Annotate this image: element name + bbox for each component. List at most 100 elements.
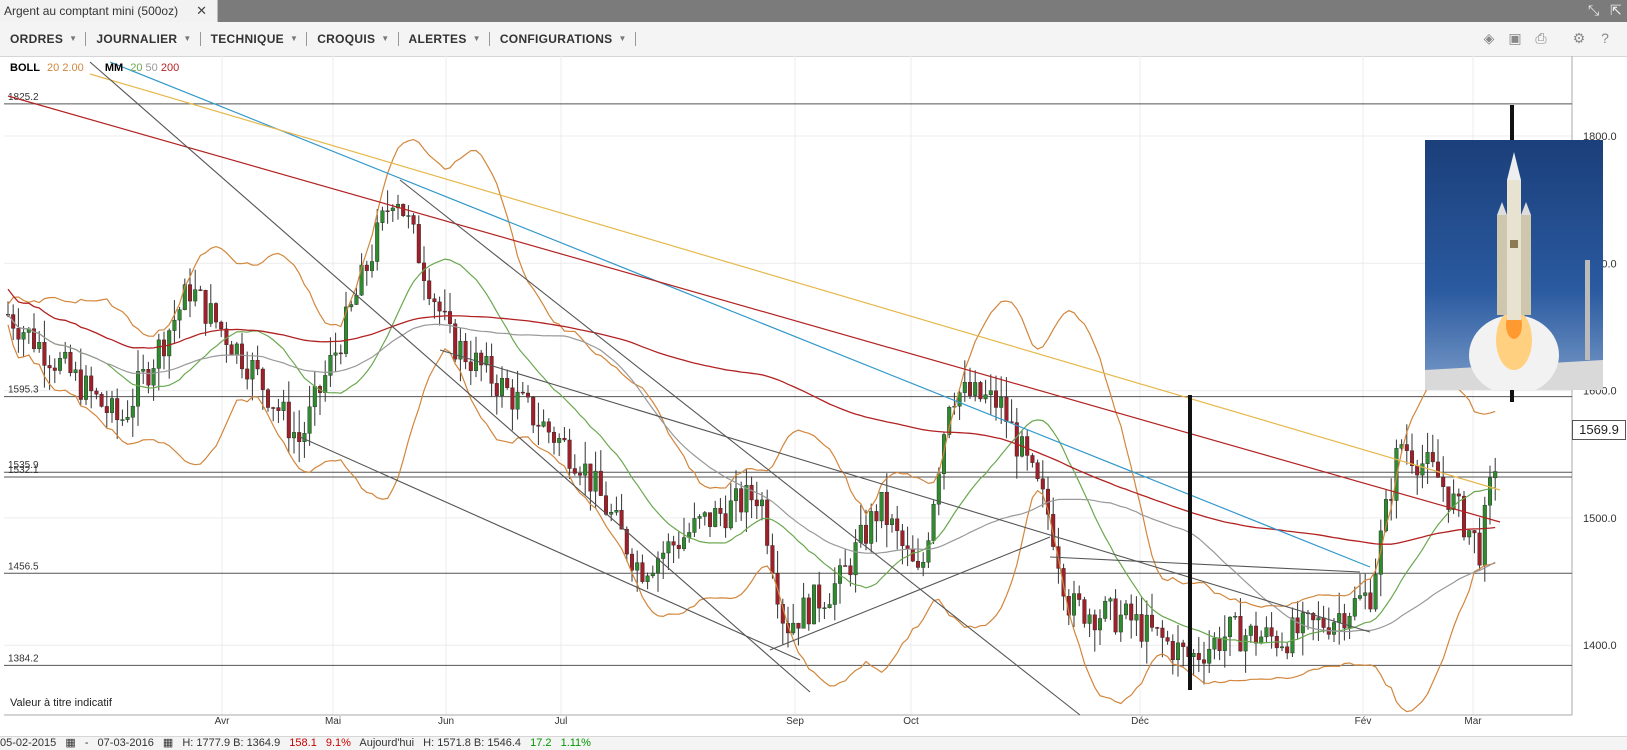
candle-down: [910, 548, 915, 562]
candle-down: [1456, 493, 1461, 497]
calendar-icon[interactable]: ▦: [65, 737, 76, 749]
candle-down: [864, 524, 869, 544]
help-icon[interactable]: ?: [1601, 30, 1609, 46]
candle-down: [994, 390, 999, 408]
candle-down: [905, 545, 910, 550]
x-tick-label: Oct: [903, 716, 919, 727]
candle-up: [1357, 595, 1362, 599]
candle-down: [213, 303, 218, 323]
candle-up: [692, 518, 697, 533]
candle-up: [583, 463, 588, 476]
candle-down: [1035, 462, 1040, 479]
candle-up: [370, 261, 375, 271]
candle-up: [281, 401, 286, 411]
candle-down: [968, 382, 973, 396]
gear-icon[interactable]: ⚙: [1572, 30, 1586, 46]
trendline-gray: [89, 61, 811, 693]
candle-down: [1217, 637, 1222, 651]
candle-down: [229, 344, 234, 355]
candle-up: [1383, 499, 1388, 532]
candle-up: [1279, 646, 1284, 649]
candle-up: [713, 507, 718, 527]
candle-down: [1269, 627, 1274, 637]
candle-up: [172, 319, 177, 331]
menu-ordres[interactable]: ORDRES ▼: [0, 32, 87, 46]
candle-down: [1149, 614, 1154, 628]
candle-up: [302, 433, 307, 442]
mm-200: 200: [160, 62, 180, 74]
candle-up: [682, 537, 687, 549]
candle-up: [1316, 617, 1321, 621]
candle-up: [853, 542, 858, 576]
candle-down: [1295, 617, 1300, 634]
candle-up: [962, 382, 967, 393]
toolbar-icons: ◈ ▣ ⎙ ⚙ ?: [1481, 30, 1613, 46]
restore-icon[interactable]: ⤡: [1588, 2, 1600, 18]
print-icon[interactable]: ⎙: [1535, 30, 1547, 46]
x-tick-label: Sep: [786, 716, 804, 727]
candle-up: [650, 572, 655, 577]
candle-down: [1238, 616, 1243, 652]
candle-down: [489, 356, 494, 384]
trendline-gray: [1049, 556, 1361, 573]
candle-down: [276, 407, 281, 411]
menu-configurations[interactable]: CONFIGURATIONS ▼: [490, 32, 636, 46]
mm-label: MM: [104, 62, 124, 74]
candle-down: [1092, 614, 1097, 631]
menu-croquis[interactable]: CROQUIS ▼: [307, 32, 399, 46]
candle-down: [1061, 568, 1066, 597]
popout-icon[interactable]: ⇱: [1610, 2, 1622, 18]
current-price-tag: 1569.9: [1572, 420, 1626, 440]
y-tick-label: 1400.0: [1583, 640, 1617, 652]
candle-down: [161, 339, 166, 357]
candle-down: [427, 280, 432, 299]
candle-up: [936, 473, 941, 505]
date-to[interactable]: 07-03-2016: [97, 737, 154, 749]
candle-up: [37, 342, 42, 349]
ma50-line: [7, 314, 1496, 633]
calendar-icon[interactable]: ▦: [162, 737, 174, 749]
x-tick-label: Mar: [1464, 716, 1482, 727]
indicative-note: Valeur à titre indicatif: [10, 697, 112, 709]
menu-journalier[interactable]: JOURNALIER ▼: [86, 32, 201, 46]
today-change: 17.2: [530, 737, 552, 749]
boll-period: 20: [47, 62, 60, 74]
candle-down: [510, 387, 515, 410]
candle-down: [494, 383, 499, 396]
candle-down: [796, 622, 801, 629]
candle-up: [1233, 616, 1238, 618]
ma200-line: [7, 288, 1496, 545]
close-icon[interactable]: ✕: [196, 3, 207, 18]
level-label: 1535.9: [8, 460, 39, 471]
candle-up: [333, 352, 338, 356]
y-tick-label: 1500.0: [1583, 513, 1617, 525]
image-icon[interactable]: ▣: [1508, 30, 1522, 46]
candle-down: [765, 499, 770, 546]
window-tab[interactable]: Argent au comptant mini (500oz) ✕: [0, 0, 218, 22]
layers-icon[interactable]: ◈: [1483, 30, 1495, 46]
candle-down: [1196, 653, 1201, 660]
chevron-down-icon: ▼: [289, 34, 299, 43]
candle-up: [1373, 574, 1378, 610]
candle-down: [1409, 450, 1414, 467]
candle-up: [1290, 617, 1295, 654]
date-from[interactable]: 05-02-2015: [0, 737, 57, 749]
candle-down: [146, 369, 151, 386]
candle-down: [271, 407, 276, 409]
candle-up: [130, 405, 135, 418]
candle-down: [572, 468, 577, 474]
candle-up: [557, 438, 562, 443]
today-label: Aujourd'hui: [359, 737, 415, 749]
candle-up: [666, 541, 671, 554]
candle-up: [801, 597, 806, 629]
candle-down: [1077, 593, 1082, 600]
menu-technique[interactable]: TECHNIQUE ▼: [201, 32, 308, 46]
candle-down: [1446, 486, 1451, 510]
candle-up: [292, 432, 297, 439]
x-tick-label: Mai: [325, 716, 341, 727]
menu-alertes[interactable]: ALERTES ▼: [399, 32, 490, 46]
x-tick-label: Jul: [555, 716, 568, 727]
candle-down: [624, 528, 629, 555]
price-chart[interactable]: Avr Mai Jun Jul Sep Oct Déc Fév Mar 1400.0 1500.0 1…: [0, 56, 1627, 736]
candle-up: [744, 484, 749, 513]
